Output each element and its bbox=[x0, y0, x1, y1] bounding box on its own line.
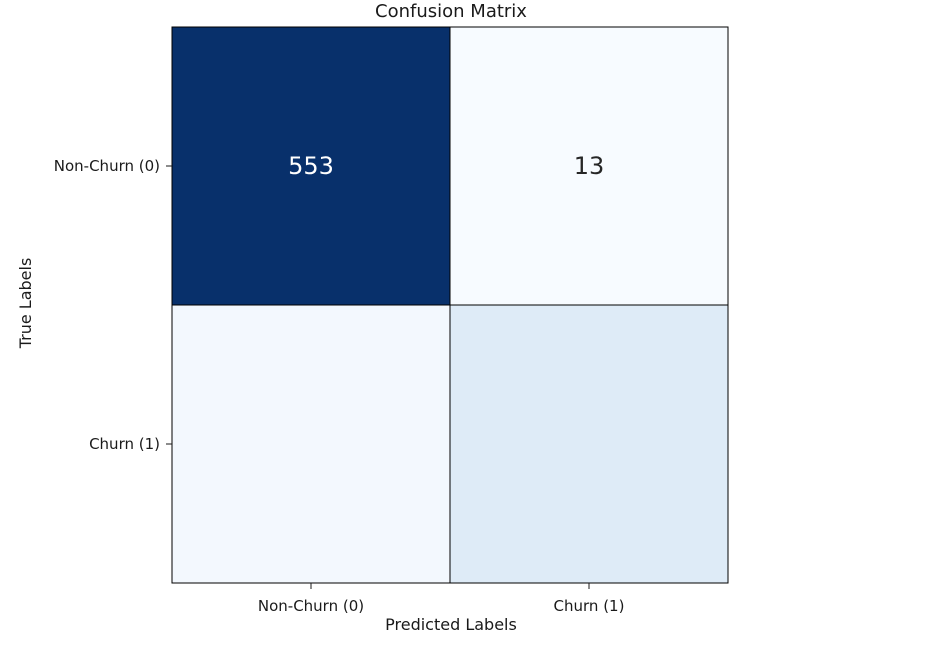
y-tick-label-1: Churn (1) bbox=[89, 435, 160, 453]
heatmap-cells bbox=[171, 26, 729, 584]
chart-text: Confusion Matrix Predicted Labels True L… bbox=[16, 1, 527, 634]
y-axis-label: True Labels bbox=[16, 258, 35, 350]
heatmap-cell-r1-c0 bbox=[171, 304, 451, 584]
cell-value-r0-c0: 553 bbox=[288, 152, 334, 180]
heatmap-cell-r1-c1 bbox=[449, 304, 729, 584]
x-tick-label-1: Churn (1) bbox=[554, 597, 625, 615]
cell-value-r0-c1: 13 bbox=[574, 152, 605, 180]
x-axis-label: Predicted Labels bbox=[385, 615, 517, 634]
y-tick-label-0: Non-Churn (0) bbox=[54, 157, 160, 175]
axis-ticks: Non-Churn (0) Churn (1) Non-Churn (0) Churn… bbox=[54, 157, 625, 615]
heatmap-cell-r0-c0 bbox=[171, 26, 451, 306]
heatmap-cell-r0-c1 bbox=[449, 26, 729, 306]
cell-value-labels: 553 13 bbox=[288, 152, 604, 180]
x-tick-label-0: Non-Churn (0) bbox=[258, 597, 364, 615]
chart-title: Confusion Matrix bbox=[375, 1, 527, 22]
